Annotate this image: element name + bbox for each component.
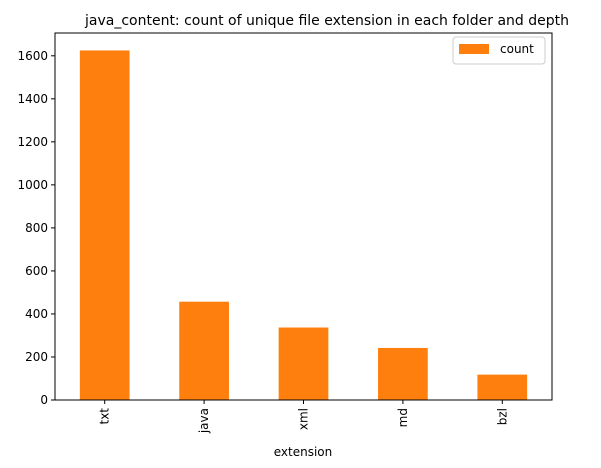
y-tick-label: 1200 — [17, 135, 48, 149]
x-tick-label-md: md — [396, 408, 410, 427]
y-tick-label: 200 — [25, 350, 48, 364]
x-axis: txt java xml md bzl — [98, 400, 509, 434]
y-tick-label: 800 — [25, 221, 48, 235]
y-tick-label: 400 — [25, 307, 48, 321]
chart-title: java_content: count of unique file exten… — [84, 13, 569, 29]
bar-xml — [278, 327, 329, 400]
x-tick-label-bzl: bzl — [495, 408, 509, 425]
legend-swatch-count — [459, 44, 489, 54]
bar-java — [179, 301, 229, 400]
x-tick-label-xml: xml — [297, 408, 311, 430]
legend: count — [452, 36, 546, 65]
x-tick-label-java: java — [197, 408, 211, 434]
y-tick-label: 1600 — [17, 49, 48, 63]
plot-frame — [54, 32, 553, 401]
x-tick-label-txt: txt — [98, 408, 112, 425]
y-tick-label: 1000 — [17, 178, 48, 192]
bars-group — [79, 50, 528, 401]
y-tick-label: 600 — [25, 264, 48, 278]
y-axis: 0 200 400 600 800 1000 1200 1400 1600 — [17, 49, 55, 407]
legend-frame — [452, 36, 546, 65]
bar-md — [378, 347, 428, 400]
y-tick-label: 0 — [40, 393, 48, 407]
bar-bzl — [477, 374, 528, 400]
legend-label-count: count — [500, 42, 534, 56]
y-tick-label: 1400 — [17, 92, 48, 106]
x-axis-label: extension — [274, 445, 333, 459]
bar-txt — [79, 50, 130, 401]
